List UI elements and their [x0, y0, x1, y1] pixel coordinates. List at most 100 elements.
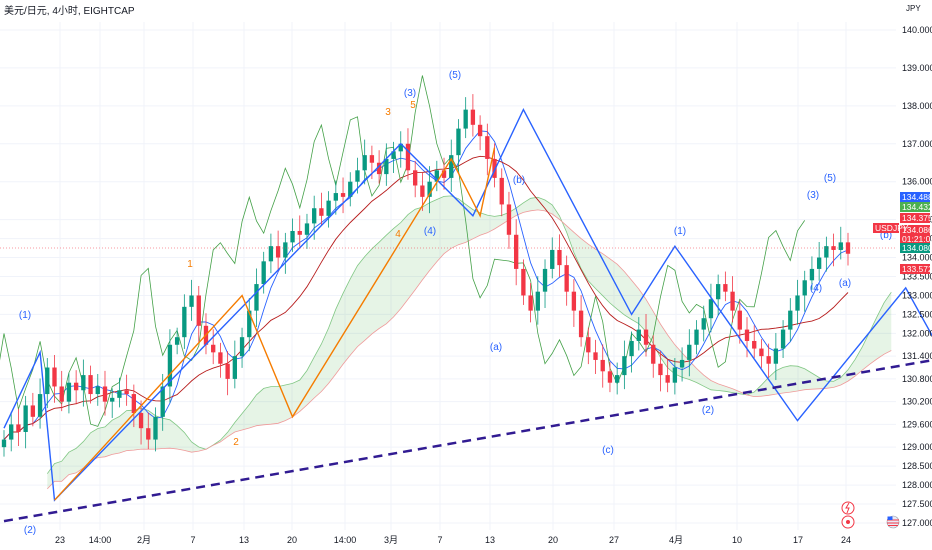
wave-label-orange: 5 [410, 100, 416, 111]
candle-body [658, 363, 663, 376]
candle-body [59, 386, 64, 402]
y-tick-label: 137.000 [902, 139, 932, 149]
candle-body [838, 242, 843, 250]
indicator-lines [0, 75, 849, 440]
price-badge-label: 134.375 [902, 213, 932, 223]
price-badge [900, 264, 930, 274]
candle-body [268, 246, 274, 262]
candle-body [413, 170, 418, 186]
candle-body [102, 386, 108, 402]
price-badges: 134.488134.432134.375134.08601:21:05134.… [0, 192, 932, 274]
candle-body [485, 136, 490, 159]
base-line [3, 155, 849, 440]
price-badge [900, 243, 930, 253]
symbol-tag [873, 223, 899, 233]
candle-body [564, 265, 569, 292]
candle-body [780, 329, 786, 349]
candle-body [16, 424, 21, 432]
wave-label-blue: (5) [824, 173, 836, 184]
candle-body [283, 242, 288, 258]
candle-body [557, 249, 562, 266]
candle-body [297, 230, 302, 235]
price-badge [900, 202, 930, 212]
candle-body [355, 170, 360, 182]
x-tick-label: 20 [548, 535, 558, 545]
candle-body [665, 375, 670, 383]
symbol-tag-label: USDJPY [875, 223, 909, 233]
candle-body [211, 344, 216, 353]
y-tick-label: 133.000 [902, 290, 932, 300]
candle-body [312, 208, 317, 224]
candle-body [831, 246, 836, 250]
candle-body [607, 371, 613, 383]
y-tick-label: 128.000 [902, 480, 932, 490]
elliott-wave-lines [3, 108, 932, 523]
candle-body [629, 340, 634, 357]
candle-body [196, 295, 201, 326]
candle-body [766, 356, 771, 364]
wave-label-blue: (3) [404, 88, 416, 99]
candle-body [340, 193, 346, 197]
candle-body [715, 284, 721, 300]
y-tick-label: 131.400 [902, 351, 932, 361]
candle-body [600, 359, 605, 372]
x-tick-label: 17 [793, 535, 803, 545]
candle-body [73, 382, 79, 391]
x-tick-label: 2月 [137, 535, 151, 545]
chart-title: 美元/日元, 4小时, EIGHTCAP [4, 4, 135, 17]
candle-body [45, 367, 50, 395]
y-tick-label: 130.200 [902, 397, 932, 407]
x-tick-label: 24 [841, 535, 851, 545]
candle-body [398, 143, 403, 152]
event-icon[interactable] [841, 515, 855, 529]
candle-body [362, 155, 367, 171]
y-tick-label: 138.000 [902, 101, 932, 111]
candle-body [138, 413, 144, 429]
candle-body [160, 386, 165, 417]
wave-label-orange: 4 [395, 229, 401, 240]
candle-body [651, 344, 656, 364]
candle-body [88, 375, 93, 395]
candle-body [795, 295, 800, 311]
candle-body [802, 280, 807, 296]
us-flag-icon[interactable] [886, 515, 900, 529]
candle-body [679, 359, 685, 368]
lightning-icon[interactable] [841, 501, 855, 515]
candle-body [23, 405, 28, 432]
candle-body [470, 109, 476, 125]
candle-body [514, 234, 519, 269]
candle-body [326, 200, 331, 216]
y-tick-label: 127.000 [902, 518, 932, 528]
candle-body [687, 344, 692, 360]
candle-body [420, 185, 425, 197]
candle-body [254, 284, 259, 311]
candle-body [225, 363, 230, 379]
candle-body [499, 177, 504, 205]
candle-body [643, 329, 649, 345]
wave-label-orange: 1 [187, 259, 193, 270]
candle-body [218, 352, 223, 364]
candle-body [824, 246, 829, 258]
candle-body [636, 329, 641, 341]
wave-label-blue: (b) [880, 230, 892, 241]
candle-body [304, 223, 310, 235]
time-axis[interactable]: 23 14:00 2月 7 13 20 14:00 3月 7 13 20 27 4月 10 17 24 [55, 535, 851, 545]
candle-body [441, 170, 447, 178]
candle-body [290, 230, 295, 243]
candle-body [744, 329, 750, 341]
candle-body [759, 348, 764, 357]
candle-body [247, 310, 252, 338]
candle-body [146, 428, 151, 440]
candle-body [124, 390, 129, 395]
wave-label-blue: (1) [19, 310, 31, 321]
candle-body [391, 151, 396, 159]
wave-label-blue: (3) [807, 190, 819, 201]
candle-body [189, 295, 194, 307]
price-axis[interactable]: 127.000 127.500 128.000 128.500 129.000 129.6… [902, 25, 932, 528]
lagging-span [0, 75, 806, 427]
wave-label-blue: (b) [513, 175, 525, 186]
x-tick-label: 27 [609, 535, 619, 545]
candle-body [66, 382, 72, 402]
x-tick-label: 7 [437, 535, 442, 545]
